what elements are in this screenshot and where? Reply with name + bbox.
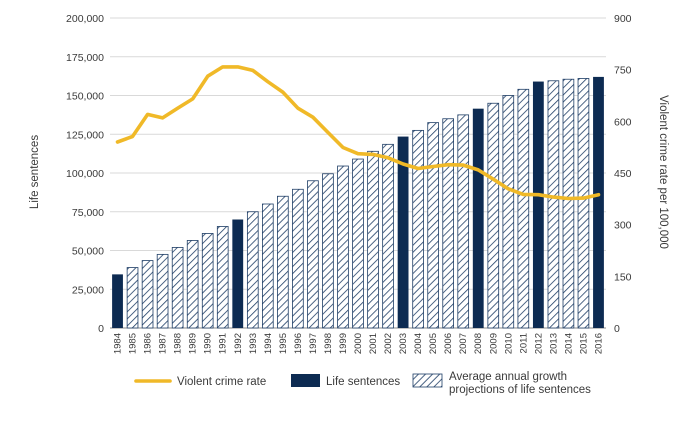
- bar-life-sentences-2016: [593, 76, 604, 329]
- legend: Violent crime rate Life sentences Average …: [134, 371, 591, 396]
- x-tick-label: 1997: [308, 333, 319, 354]
- bar-projected-1991: [216, 226, 229, 329]
- left-tick-label: 175,000: [66, 52, 104, 64]
- legend-label-hatch: projections of life sentences: [449, 384, 591, 396]
- x-tick-label: 2016: [593, 333, 604, 354]
- left-tick-label: 100,000: [66, 168, 104, 180]
- x-tick-label: 1985: [128, 333, 139, 354]
- x-tick-label: 1992: [233, 333, 244, 354]
- bar-projected-1985: [126, 267, 139, 329]
- x-tick-label: 2008: [473, 333, 484, 354]
- x-tick-label: 1991: [218, 333, 229, 354]
- bar-projected-1990: [201, 233, 214, 329]
- left-tick-label: 50,000: [72, 246, 104, 258]
- legend-label-line: Violent crime rate: [177, 376, 266, 388]
- bar-projected-2007: [457, 114, 470, 329]
- bar-projected-1989: [186, 240, 199, 329]
- bar-projected-2006: [442, 118, 454, 329]
- violent-crime-rate-line: [115, 65, 601, 201]
- bar-projected-2004: [412, 129, 424, 329]
- x-tick-label: 1998: [323, 333, 334, 354]
- x-tick-label: 2003: [398, 333, 409, 354]
- right-tick-label: 600: [614, 116, 632, 128]
- bar-projected-1997: [307, 180, 319, 329]
- bar-projected-2015: [577, 78, 590, 329]
- bar-projected-1993: [246, 211, 259, 329]
- right-axis-title: Violent crime rate per 100,000: [657, 95, 669, 249]
- right-tick-label: 750: [614, 65, 632, 77]
- bar-life-sentences-2003: [397, 136, 409, 328]
- x-tick-label: 2004: [413, 333, 424, 354]
- left-tick-label: 125,000: [66, 129, 104, 141]
- x-tick-label: 2006: [443, 333, 454, 354]
- legend-label-solid: Life sentences: [326, 376, 400, 388]
- bar-projected-1996: [292, 188, 304, 329]
- bar-projected-2005: [427, 122, 439, 329]
- bar-life-sentences-2008: [472, 108, 484, 328]
- crime-rate-line-group: [115, 65, 601, 201]
- x-tick-label: 2000: [353, 333, 364, 354]
- bar-projected-2014: [562, 78, 575, 329]
- x-tick-label: 1996: [293, 333, 304, 354]
- left-tick-label: 0: [98, 323, 104, 335]
- legend-solid-swatch: [291, 374, 320, 387]
- x-tick-label: 1994: [263, 333, 274, 354]
- x-tick-label: 2012: [533, 333, 544, 354]
- x-tick-label: 2014: [563, 333, 574, 354]
- right-tick-label: 150: [614, 271, 632, 283]
- x-tick-label: 1993: [248, 333, 259, 354]
- x-tick-label: 1986: [143, 333, 154, 354]
- bar-projected-2001: [367, 150, 379, 329]
- bar-life-sentences-1984: [112, 274, 123, 328]
- x-tick-label: 1984: [113, 333, 124, 354]
- x-tick-label: 1995: [278, 333, 289, 354]
- bar-projected-2002: [382, 143, 394, 329]
- left-tick-label: 200,000: [66, 13, 104, 25]
- x-tick-label: 2007: [458, 333, 469, 354]
- x-tick-label: 2001: [368, 333, 379, 354]
- x-tick-label: 1999: [338, 333, 349, 354]
- right-tick-label: 300: [614, 220, 632, 232]
- left-tick-label: 25,000: [72, 284, 104, 296]
- legend-label-hatch: Average annual growth: [449, 371, 567, 383]
- bar-life-sentences-1992: [232, 219, 244, 328]
- x-tick-label: 2011: [518, 333, 529, 353]
- bar-projected-2010: [502, 95, 515, 329]
- bar-projected-2000: [352, 158, 364, 329]
- x-tick-label: 1990: [203, 333, 214, 354]
- right-tick-label: 900: [614, 13, 632, 25]
- bar-life-sentences-2012: [532, 81, 544, 328]
- x-tick-label: 1988: [173, 333, 184, 354]
- bar-projected-2011: [517, 88, 530, 329]
- x-tick-label: 2002: [383, 333, 394, 354]
- bar-projected-2013: [547, 80, 560, 329]
- left-axis-title: Life sentences: [29, 135, 41, 209]
- left-tick-label: 150,000: [66, 91, 104, 103]
- bar-projected-1988: [171, 246, 184, 329]
- axes: 0 25,000 50,000 75,000 100,000 125,000 150,000…: [66, 13, 632, 354]
- x-tick-label: 1987: [158, 333, 169, 354]
- right-tick-label: 0: [614, 323, 620, 335]
- left-tick-label: 75,000: [72, 207, 104, 219]
- x-tick-label: 2010: [503, 333, 514, 354]
- x-tick-label: 2015: [578, 333, 589, 354]
- x-tick-label: 2013: [548, 333, 559, 354]
- bars: [112, 76, 604, 329]
- legend-hatch-swatch: [412, 373, 443, 388]
- x-tick-label: 2005: [428, 333, 439, 354]
- bar-projected-2009: [487, 102, 500, 329]
- bar-projected-1998: [322, 173, 334, 329]
- x-tick-label: 2009: [488, 333, 499, 354]
- bar-projected-1995: [277, 195, 289, 329]
- bar-projected-1987: [156, 253, 169, 329]
- right-tick-label: 450: [614, 168, 632, 180]
- bar-projected-1994: [262, 203, 274, 329]
- x-tick-label: 1989: [188, 333, 199, 354]
- bar-projected-1986: [141, 260, 154, 329]
- bar-projected-1999: [337, 165, 349, 329]
